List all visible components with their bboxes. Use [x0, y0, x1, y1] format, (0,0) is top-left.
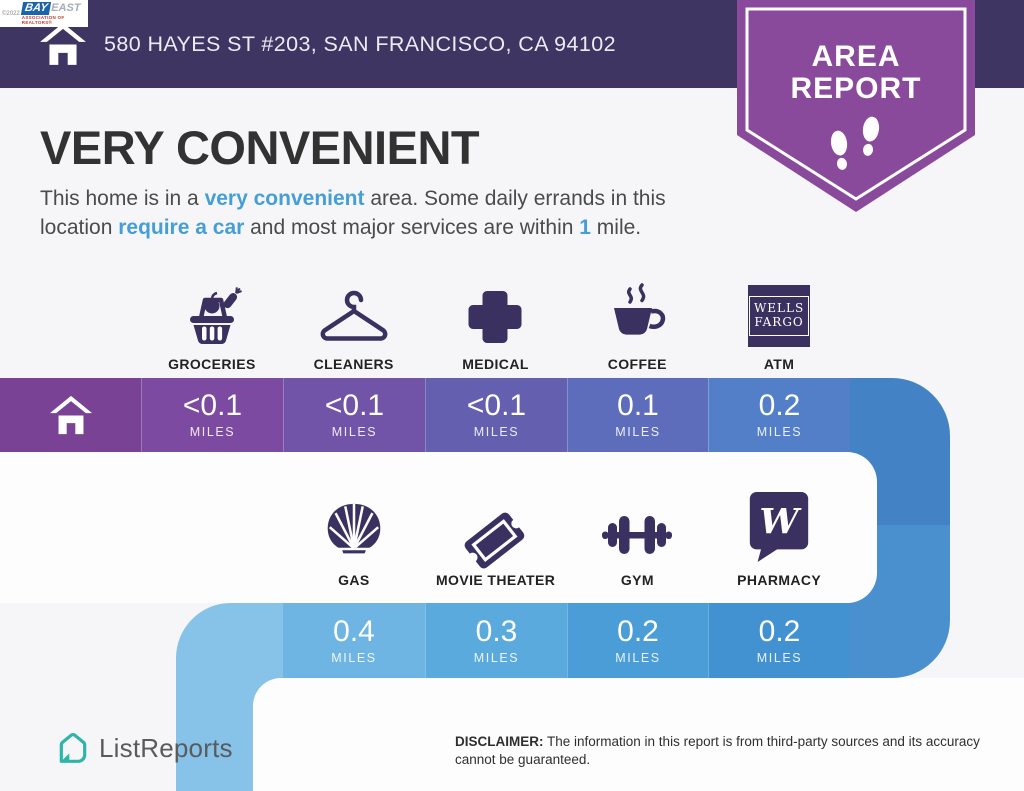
brand-east-text: EAST [51, 2, 81, 14]
subtitle-part: This home is in a [40, 187, 205, 210]
distance-segment-gym: 0.2 MILES [567, 603, 708, 678]
home-icon [49, 395, 92, 435]
distance-segment-medical: <0.1 MILES [425, 378, 567, 452]
listreports-house-icon [59, 733, 87, 763]
route-bar-left-turn [176, 603, 283, 678]
brand-bay-text: BAY [20, 2, 52, 15]
subtitle-part: location [40, 215, 119, 239]
badge-shape [737, 0, 975, 212]
amenity-coffee: COFFEE [566, 254, 708, 372]
amenity-label: GYM [620, 572, 654, 588]
amenity-label: ATM [763, 356, 795, 372]
amenity-gym: GYM [567, 464, 709, 588]
distance-segment-cleaners: <0.1 MILES [283, 378, 425, 452]
amenity-label: PHARMACY [737, 572, 822, 588]
distance-segment-coffee: 0.1 MILES [567, 378, 708, 452]
walgreens-w: W [759, 501, 802, 542]
amenity-label: COFFEE [607, 356, 667, 372]
amenity-movie-theater: MOVIE THEATER [425, 464, 567, 588]
subtitle-part: and most major services are within [244, 215, 580, 239]
distance-bar-row-1: <0.1 MILES <0.1 MILES <0.1 MILES 0.1 MIL… [0, 378, 850, 452]
amenity-label: CLEANERS [313, 356, 394, 372]
area-report-badge: AREA REPORT [737, 0, 975, 223]
distance-segment-movie-theater: 0.3 MILES [425, 603, 567, 678]
wells-fargo-line2: FARGO [754, 315, 804, 329]
medical-cross-icon [465, 287, 525, 347]
walgreens-logo: W [748, 491, 810, 563]
amenity-label: GAS [338, 572, 370, 588]
subtitle-highlight-mile: 1 [579, 215, 591, 239]
badge-line1: AREA [811, 40, 900, 73]
listreports-wordmark: ListReports [99, 732, 233, 763]
home-icon [38, 20, 88, 73]
page-title: VERY CONVENIENT [40, 121, 480, 174]
brand-tagline: ASSOCIATION OF REALTORS® [21, 15, 65, 25]
dumbbell-icon [599, 507, 675, 563]
coffee-cup-icon [602, 283, 672, 347]
amenity-row-2: GAS MOVIE THEATER [283, 464, 850, 588]
disclaimer-text: DISCLAIMER: The information in this repo… [455, 734, 980, 768]
distance-segment-atm: 0.2 MILES [708, 378, 850, 452]
badge-line2: REPORT [790, 72, 921, 105]
bayeast-logo: ©2022 BAY EAST ASSOCIATION OF REALTORS® [0, 0, 88, 27]
subtitle-highlight-car: require a car [118, 215, 245, 239]
subtitle-part: mile. [590, 215, 642, 239]
amenity-groceries: GROCERIES [141, 254, 283, 372]
amenity-label: MEDICAL [462, 356, 529, 372]
wells-fargo-line1: WELLS [753, 301, 805, 316]
subtitle-highlight-convenient: very convenient [204, 187, 365, 210]
distance-bar-row-2: 0.4 MILES 0.3 MILES 0.2 MILES 0.2 MILES [283, 603, 850, 678]
listreports-logo: ListReports [56, 731, 233, 765]
copyright-text: ©2022 [2, 10, 20, 17]
shell-logo [319, 501, 389, 563]
amenity-atm: WELLS FARGO ATM [708, 254, 850, 372]
route-bar-descending [176, 678, 253, 791]
subtitle-part: area. Some daily errands in this [364, 187, 666, 210]
hanger-icon [316, 289, 392, 347]
distance-segment-groceries: <0.1 MILES [141, 378, 283, 452]
amenity-medical: MEDICAL [425, 254, 567, 372]
amenity-label: MOVIE THEATER [435, 572, 556, 588]
home-segment [0, 378, 141, 452]
subtitle-text: This home is in a very convenient area. … [40, 185, 740, 243]
disclaimer-label: DISCLAIMER: [455, 734, 544, 749]
distance-segment-pharmacy: 0.2 MILES [708, 603, 850, 678]
wells-fargo-logo: WELLS FARGO [748, 285, 811, 347]
amenity-cleaners: CLEANERS [283, 254, 425, 372]
amenity-label: GROCERIES [168, 356, 256, 372]
grocery-basket-icon [177, 285, 247, 347]
amenity-pharmacy: W PHARMACY [708, 464, 850, 588]
footprints-icon [830, 116, 880, 170]
middle-panel [0, 452, 877, 603]
bottom-panel [253, 678, 1024, 791]
movie-ticket-icon [464, 512, 525, 569]
property-address: 580 HAYES ST #203, SAN FRANCISCO, CA 941… [104, 31, 616, 56]
amenity-gas: GAS [283, 464, 425, 588]
amenity-row-1: GROCERIES CLEANERS MEDICAL [141, 254, 850, 372]
distance-segment-gas: 0.4 MILES [283, 603, 425, 678]
